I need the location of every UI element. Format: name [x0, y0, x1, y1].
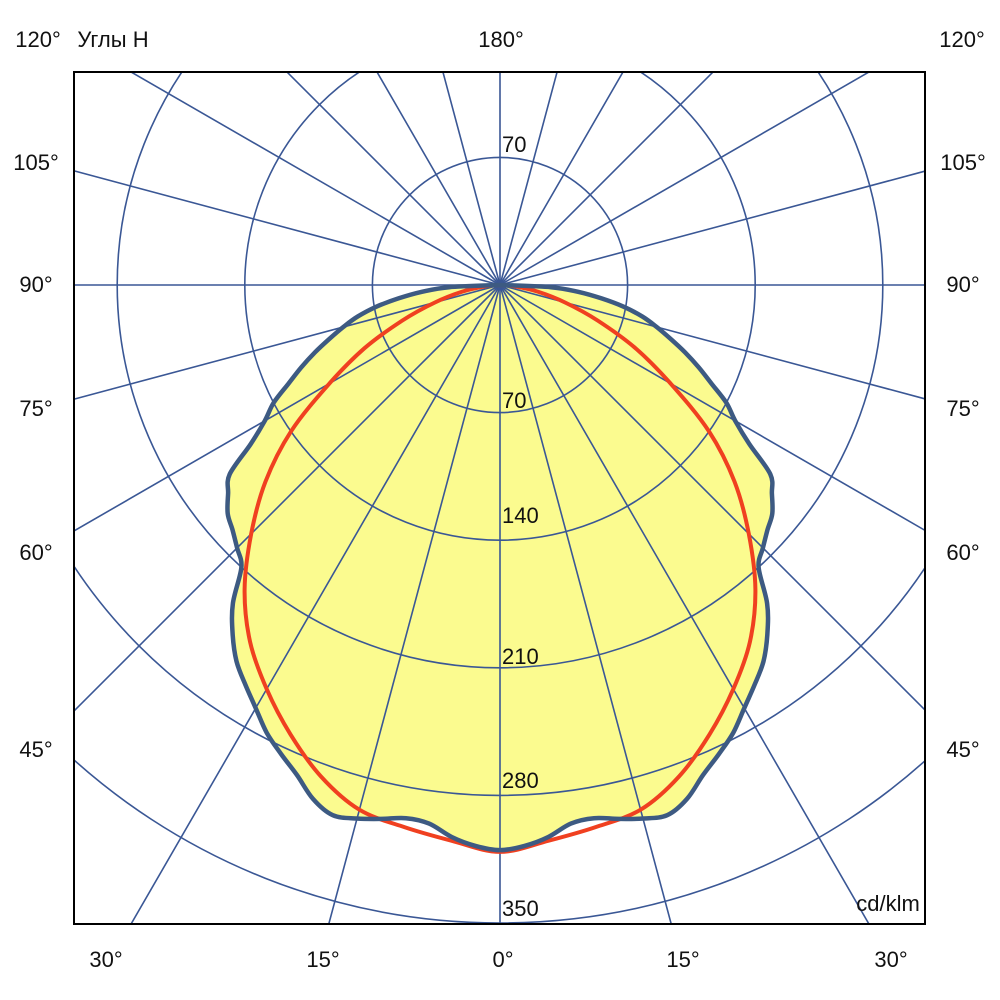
grid-ray	[499, 72, 871, 286]
grid-ray	[74, 284, 501, 532]
angle-label-bottom-0: 0°	[492, 947, 514, 972]
grid-ray	[74, 284, 501, 400]
grid-ray	[499, 284, 925, 532]
angle-label-right-60: 60°	[946, 540, 980, 565]
angle-label-bottom-30-right: 30°	[874, 947, 908, 972]
ring-label-70: 70	[502, 388, 527, 413]
angle-label-top-180: 180°	[478, 27, 524, 52]
angle-label-left-105: 105°	[13, 150, 59, 175]
grid-ray	[129, 72, 501, 286]
angle-label-top-left-120: 120°	[15, 27, 61, 52]
ring-label-210: 210	[502, 644, 539, 669]
angle-label-top-right-120: 120°	[939, 27, 985, 52]
grid-ray	[130, 284, 501, 924]
ring-label-140: 140	[502, 503, 539, 528]
grid-ray	[499, 284, 870, 924]
ring-label-70-upper: 70	[502, 132, 527, 157]
angle-label-bottom-15-left: 15°	[306, 947, 340, 972]
angle-label-left-60: 60°	[19, 540, 53, 565]
angle-label-right-90: 90°	[946, 272, 980, 297]
chart-title: Углы H	[77, 27, 149, 52]
angle-label-left-45: 45°	[19, 737, 53, 762]
grid-ray	[499, 284, 673, 924]
angle-label-bottom-15-right: 15°	[666, 947, 700, 972]
angle-label-right-105: 105°	[940, 150, 986, 175]
grid-ray	[74, 170, 501, 286]
ring-label-350: 350	[502, 896, 539, 921]
intensity-curve-main	[225, 282, 775, 853]
unit-label: cd/klm	[856, 891, 920, 916]
ring-label-280: 280	[502, 768, 539, 793]
plot-border	[73, 71, 926, 925]
angle-label-left-75: 75°	[19, 396, 53, 421]
grid-ray	[499, 170, 925, 286]
angle-label-left-90: 90°	[19, 272, 53, 297]
grid-ray	[499, 284, 925, 400]
angle-label-right-45: 45°	[946, 737, 980, 762]
angle-label-bottom-30-left: 30°	[89, 947, 123, 972]
angle-label-right-75: 75°	[946, 396, 980, 421]
grid-ray	[327, 284, 501, 924]
